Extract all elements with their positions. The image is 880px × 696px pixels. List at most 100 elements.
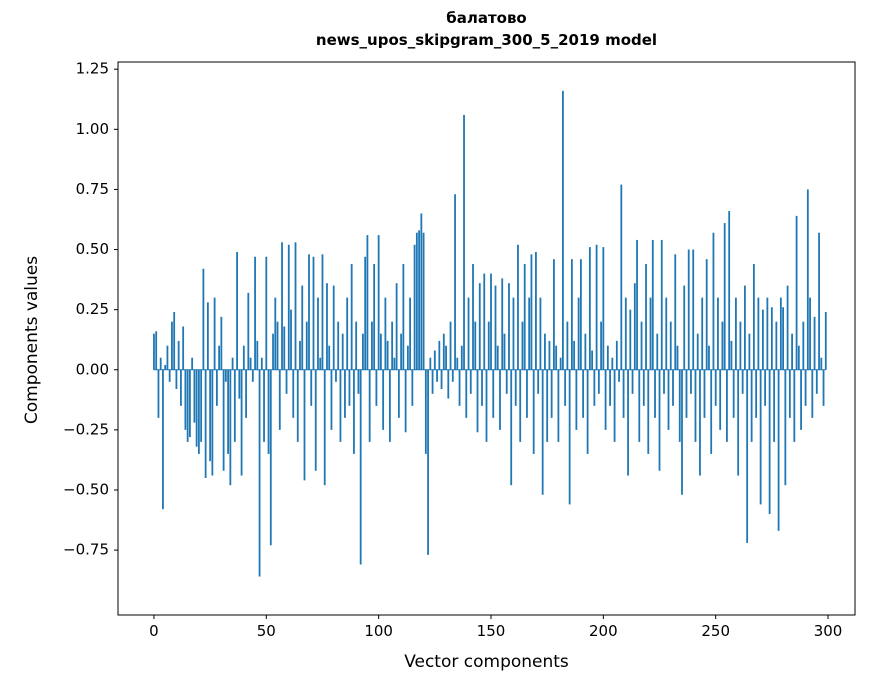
bar: [663, 369, 665, 394]
bar: [249, 357, 252, 370]
bar: [254, 256, 256, 370]
x-tick-label: 100: [364, 622, 393, 640]
bar: [822, 369, 825, 406]
bar: [824, 312, 827, 370]
bar: [618, 369, 620, 382]
bar: [750, 369, 753, 442]
bar: [672, 369, 674, 406]
bar: [281, 242, 283, 370]
bar: [177, 340, 180, 370]
bar: [438, 340, 441, 370]
bar: [276, 321, 279, 370]
bar: [665, 297, 668, 370]
bar: [777, 369, 780, 531]
bar: [209, 369, 212, 462]
bar: [353, 369, 355, 454]
bar: [319, 357, 322, 370]
bar: [382, 369, 385, 430]
y-tick-label: −0.50: [63, 480, 109, 498]
bar: [449, 321, 452, 370]
bar: [285, 369, 288, 394]
bar: [633, 283, 636, 370]
bar: [597, 369, 600, 394]
bar: [391, 321, 394, 370]
bar: [705, 259, 708, 370]
bar: [348, 369, 351, 406]
bar: [222, 369, 225, 471]
bar: [550, 369, 553, 418]
bar: [204, 369, 207, 478]
bar: [191, 357, 194, 370]
bar: [290, 309, 292, 370]
y-tick-label: 1.00: [76, 120, 109, 138]
bar: [735, 297, 737, 370]
bar: [577, 297, 580, 370]
bar: [467, 297, 470, 370]
bar: [770, 307, 773, 370]
bar: [164, 364, 167, 370]
bar: [384, 297, 387, 370]
bar: [460, 345, 463, 370]
bar: [714, 369, 717, 406]
bar: [283, 326, 286, 370]
bar: [732, 369, 735, 418]
bar: [586, 369, 589, 454]
bar: [811, 369, 814, 418]
bar: [442, 333, 445, 370]
y-tick-label: 1.25: [76, 60, 109, 78]
bar: [613, 369, 616, 442]
bar: [364, 256, 367, 370]
bar: [761, 309, 764, 370]
bar: [335, 369, 337, 382]
bar: [532, 369, 535, 454]
x-axis-label: Vector components: [404, 652, 569, 672]
bar: [180, 369, 182, 406]
bar: [346, 297, 349, 370]
chart-title: балатово news_upos_skipgram_300_5_2019 m…: [118, 8, 855, 52]
bar: [388, 369, 391, 442]
bar: [182, 326, 185, 370]
bar: [501, 278, 504, 370]
bar: [782, 307, 784, 370]
bar: [669, 321, 672, 370]
bar: [746, 369, 749, 543]
bar: [546, 369, 549, 442]
bar: [301, 285, 304, 370]
bar: [602, 247, 605, 370]
bar: [485, 369, 488, 442]
bar: [379, 333, 382, 370]
bar: [741, 369, 744, 394]
bar: [245, 369, 247, 418]
bar: [314, 369, 317, 471]
bar: [523, 263, 526, 370]
bar: [645, 263, 647, 370]
y-tick-label: 0.25: [76, 300, 109, 318]
bar: [768, 369, 771, 515]
bar: [696, 333, 699, 370]
bar: [786, 285, 789, 370]
bar: [726, 369, 728, 442]
bar: [256, 340, 259, 370]
bar: [200, 369, 203, 442]
bar: [631, 369, 634, 394]
bar: [344, 369, 346, 418]
bar: [377, 235, 380, 370]
y-tick-label: 0.00: [76, 360, 109, 378]
bar: [258, 369, 261, 577]
bar: [197, 369, 200, 454]
bar: [211, 369, 214, 476]
bar: [299, 340, 301, 370]
bar: [593, 369, 596, 406]
bar: [406, 345, 409, 370]
bar: [224, 369, 227, 382]
bar: [683, 285, 686, 370]
bar: [422, 232, 425, 370]
bar: [591, 350, 594, 370]
chart-title-line-2: news_upos_skipgram_300_5_2019 model: [315, 30, 658, 49]
bar: [764, 369, 767, 406]
bar: [274, 297, 277, 370]
bar: [622, 369, 625, 418]
x-tick-label: 250: [701, 622, 730, 640]
bar: [458, 369, 461, 406]
